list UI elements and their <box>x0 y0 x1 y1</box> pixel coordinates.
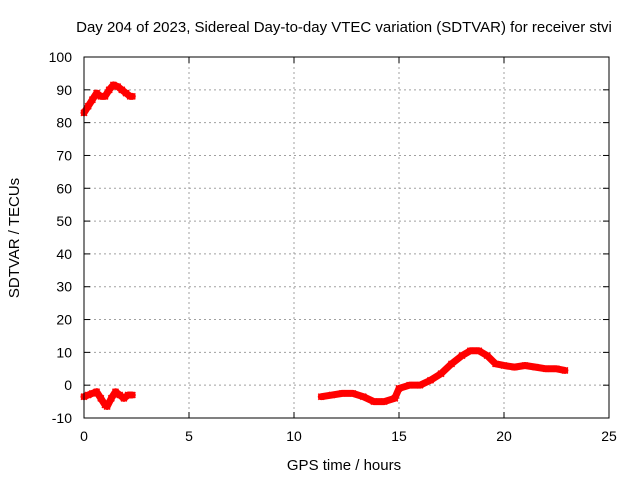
y-tick-label: 40 <box>56 246 72 262</box>
data-point <box>458 352 466 360</box>
y-tick-label: 30 <box>56 279 72 295</box>
data-point <box>416 381 424 389</box>
data-point <box>380 398 388 406</box>
x-tick-label: 15 <box>391 428 407 444</box>
y-tick-label: 70 <box>56 147 72 163</box>
data-point <box>103 402 111 411</box>
data-point <box>492 360 500 368</box>
data-point <box>500 361 508 370</box>
data-point <box>338 389 346 397</box>
data-point <box>370 398 378 406</box>
y-tick-label: 10 <box>56 344 72 360</box>
data-point <box>437 370 445 378</box>
data-point <box>109 81 117 89</box>
data-point <box>542 365 550 373</box>
data-point <box>107 394 115 402</box>
y-axis-label: SDTVAR / TECUs <box>6 178 23 298</box>
y-tick-label: -10 <box>52 410 72 426</box>
data-point <box>88 389 96 397</box>
data-point <box>483 352 491 360</box>
data-point <box>349 389 357 397</box>
data-point <box>391 394 399 402</box>
y-tick-label: 0 <box>64 377 72 393</box>
x-axis-label: GPS time / hours <box>287 457 401 474</box>
data-point <box>128 391 136 399</box>
data-point <box>317 393 325 401</box>
data-point <box>475 347 483 355</box>
data-point <box>510 363 519 371</box>
data-point <box>531 363 540 371</box>
data-point <box>93 388 101 396</box>
chart-title: Day 204 of 2023, Sidereal Day-to-day VTE… <box>76 19 612 36</box>
data-point <box>521 361 529 370</box>
grid-lines <box>84 57 609 418</box>
data-point <box>84 102 92 110</box>
plot-frame <box>83 56 610 419</box>
data-point <box>126 92 134 100</box>
data-point <box>97 394 105 402</box>
x-tick-label: 10 <box>286 428 302 444</box>
data-point <box>561 366 569 374</box>
y-tick-label: 100 <box>49 49 73 65</box>
data-point <box>447 360 456 368</box>
y-tick-label: 90 <box>56 82 72 98</box>
y-tick-label: 80 <box>56 115 72 131</box>
data-point <box>405 381 414 389</box>
data-point <box>128 92 136 100</box>
data-point <box>552 365 561 373</box>
x-tick-label: 0 <box>80 428 88 444</box>
data-point <box>328 391 336 399</box>
data-point <box>359 393 367 401</box>
data-point <box>84 391 92 399</box>
data-layer <box>80 81 569 411</box>
data-point <box>426 376 435 384</box>
data-point <box>101 92 109 100</box>
data-point <box>395 384 403 392</box>
axis-ticks: 0 5 10 15 20 25 -10 0 10 20 30 40 50 60 70 80 90 100 <box>49 49 617 444</box>
x-tick-label: 25 <box>601 428 617 444</box>
y-tick-label: 20 <box>56 312 72 328</box>
data-point <box>88 96 96 104</box>
y-tick-label: 60 <box>56 180 72 196</box>
data-point <box>466 347 474 355</box>
x-tick-label: 5 <box>185 428 193 444</box>
y-tick-label: 50 <box>56 213 72 229</box>
x-tick-label: 20 <box>496 428 512 444</box>
